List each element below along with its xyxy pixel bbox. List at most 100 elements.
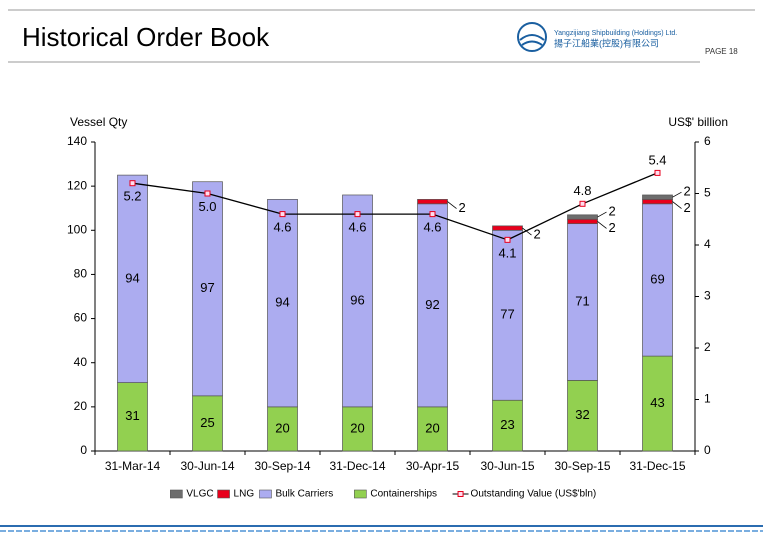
line-series xyxy=(132,172,658,241)
line-label: 4.1 xyxy=(498,245,516,260)
bar-segment xyxy=(117,174,148,383)
bar-segment xyxy=(342,194,373,408)
legend-label: Containerships xyxy=(370,489,437,500)
y-tick-label: 80 xyxy=(74,267,88,281)
line-marker xyxy=(279,211,286,218)
bar-segment xyxy=(417,199,448,205)
label-arrow xyxy=(672,191,682,198)
data-label: 96 xyxy=(350,292,364,307)
data-label: 32 xyxy=(575,407,589,422)
line-marker xyxy=(654,169,661,176)
company-name: Yangzijiang Shipbuilding (Holdings) Ltd. xyxy=(554,30,677,37)
y-axis-title: Vessel Qty xyxy=(70,115,127,129)
label-arrow xyxy=(597,221,607,229)
bar-segment xyxy=(642,355,673,452)
legend-swatch xyxy=(217,489,230,499)
bar-segment xyxy=(267,406,298,452)
y2-axis-title: US$' billion xyxy=(668,115,728,129)
y2-tick-label: 4 xyxy=(704,237,711,251)
y-tick-label: 100 xyxy=(67,222,87,236)
line-marker xyxy=(129,180,136,187)
bar-segment xyxy=(342,406,373,452)
x-tick-label: 30-Jun-14 xyxy=(180,459,234,473)
x-tick-label: 31-Mar-14 xyxy=(105,459,161,473)
line-label: 5.4 xyxy=(648,152,666,167)
bar-segment xyxy=(267,199,298,408)
legend-swatch xyxy=(259,489,272,499)
company-name-cn: 揚子江船業(控股)有限公司 xyxy=(554,37,659,48)
x-tick-label: 30-Jun-15 xyxy=(480,459,534,473)
data-label: 20 xyxy=(275,420,289,435)
data-label: 2 xyxy=(609,203,616,218)
y2-tick-label: 5 xyxy=(704,186,711,200)
line-marker xyxy=(429,211,436,218)
line-label: 4.8 xyxy=(573,183,591,198)
data-label: 43 xyxy=(650,395,664,410)
y2-tick-label: 0 xyxy=(704,443,711,457)
y2-tick-label: 3 xyxy=(704,289,711,303)
line-label: 4.6 xyxy=(273,220,291,235)
label-arrow xyxy=(522,227,532,236)
x-tick-label: 31-Dec-15 xyxy=(629,459,685,473)
bar-segment xyxy=(492,399,523,452)
data-label: 20 xyxy=(350,420,364,435)
x-tick-label: 31-Dec-14 xyxy=(329,459,385,473)
data-label: 25 xyxy=(200,415,214,430)
bar-segment xyxy=(642,203,673,357)
bar-segment xyxy=(192,395,223,452)
page-number: PAGE 18 xyxy=(705,47,738,56)
bar-segment xyxy=(567,218,598,225)
data-label: 23 xyxy=(500,417,514,432)
line-marker xyxy=(579,200,586,207)
data-label: 94 xyxy=(275,295,289,310)
data-label: 31 xyxy=(125,408,139,423)
line-marker xyxy=(504,236,511,243)
line-label: 4.6 xyxy=(423,220,441,235)
data-label: 71 xyxy=(575,293,589,308)
bar-segment xyxy=(642,199,673,205)
bar-segment xyxy=(567,214,598,220)
y2-tick-label: 2 xyxy=(704,340,711,354)
line-marker xyxy=(204,190,211,197)
legend-label: Bulk Carriers xyxy=(275,489,333,500)
legend-label: VLGC xyxy=(186,489,213,500)
data-label: 69 xyxy=(650,271,664,286)
data-label: 97 xyxy=(200,280,214,295)
x-tick-label: 30-Sep-15 xyxy=(554,459,610,473)
data-label: 2 xyxy=(534,227,541,242)
legend-swatch xyxy=(457,491,464,497)
line-label: 4.6 xyxy=(348,220,366,235)
bar-segment xyxy=(492,225,523,231)
data-label: 20 xyxy=(425,420,439,435)
legend-swatch xyxy=(354,489,367,499)
page-title: Historical Order Book xyxy=(22,22,270,52)
logo xyxy=(517,22,547,52)
y2-tick-label: 1 xyxy=(704,392,711,406)
label-arrow xyxy=(447,201,457,209)
bar-segment xyxy=(417,406,448,452)
line-label: 5.2 xyxy=(123,189,141,204)
label-arrow xyxy=(672,201,682,209)
legend-swatch xyxy=(170,489,183,499)
y-tick-label: 20 xyxy=(74,399,88,413)
line-label: 5.0 xyxy=(198,199,216,214)
y-tick-label: 140 xyxy=(67,134,87,148)
y-tick-label: 60 xyxy=(74,311,88,325)
legend-label: Outstanding Value (US$'bln) xyxy=(471,489,597,500)
y2-tick-label: 6 xyxy=(704,134,711,148)
data-label: 2 xyxy=(459,200,466,215)
data-label: 2 xyxy=(684,184,691,199)
bar-segment xyxy=(492,229,523,401)
y-tick-label: 120 xyxy=(67,178,87,192)
data-label: 92 xyxy=(425,297,439,312)
x-tick-label: 30-Sep-14 xyxy=(254,459,310,473)
data-label: 2 xyxy=(684,200,691,215)
y-tick-label: 40 xyxy=(74,355,88,369)
data-label: 2 xyxy=(609,220,616,235)
bar-segment xyxy=(642,194,673,200)
label-arrow xyxy=(597,211,607,218)
bar-segment xyxy=(117,382,148,452)
y-tick-label: 0 xyxy=(80,443,87,457)
bar-segment xyxy=(192,181,223,397)
